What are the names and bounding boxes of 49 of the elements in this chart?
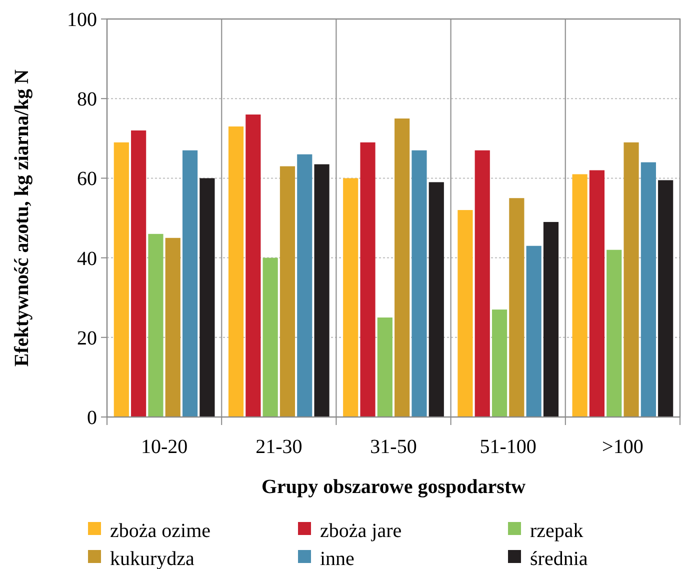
bar <box>262 258 278 417</box>
bar <box>658 180 674 417</box>
x-tick-label: 51-100 <box>480 436 536 458</box>
bar <box>314 164 330 417</box>
bar <box>624 142 639 417</box>
bar <box>246 114 261 417</box>
bar <box>148 234 164 417</box>
y-axis-title: Efektywność azotu, kg ziarna/kg N <box>11 68 33 367</box>
x-axis-title: Grupy obszarowe gospodarstw <box>261 476 526 498</box>
bar <box>526 246 542 417</box>
bar <box>200 178 215 417</box>
bar <box>572 174 588 417</box>
legend-label: inne <box>320 548 355 569</box>
bar <box>360 142 376 417</box>
x-tick-label: 31-50 <box>370 436 417 458</box>
legend-label: średnia <box>530 548 588 569</box>
bar <box>589 170 605 417</box>
y-tick-label: 40 <box>77 248 97 270</box>
bar <box>182 150 198 417</box>
y-tick-label: 0 <box>87 407 97 429</box>
x-tick-label: >100 <box>602 436 644 458</box>
legend-label: zboża jare <box>320 520 402 542</box>
legend-label: zboża ozime <box>110 520 211 542</box>
bar <box>394 118 410 417</box>
bar <box>343 178 358 417</box>
legend-label: kukurydza <box>110 548 195 569</box>
bar <box>280 166 296 417</box>
y-tick-label: 20 <box>77 327 97 350</box>
bar <box>606 250 622 417</box>
y-tick-label: 100 <box>67 9 97 31</box>
bar <box>165 238 180 417</box>
bar <box>131 130 146 417</box>
bar <box>297 154 312 417</box>
bar <box>114 142 129 417</box>
legend-label: rzepak <box>530 520 584 542</box>
bar <box>228 126 244 417</box>
bar <box>377 318 392 417</box>
bar <box>474 150 490 417</box>
bar <box>428 182 444 417</box>
bar <box>543 222 559 417</box>
bar <box>458 210 473 417</box>
x-tick-label: 10-20 <box>140 436 188 458</box>
y-tick-label: 60 <box>77 168 97 190</box>
y-tick-label: 80 <box>77 88 97 111</box>
bar <box>492 310 508 417</box>
bar <box>509 198 524 417</box>
bar <box>412 150 427 417</box>
bar <box>640 162 656 417</box>
x-tick-label: 21-30 <box>256 436 302 458</box>
